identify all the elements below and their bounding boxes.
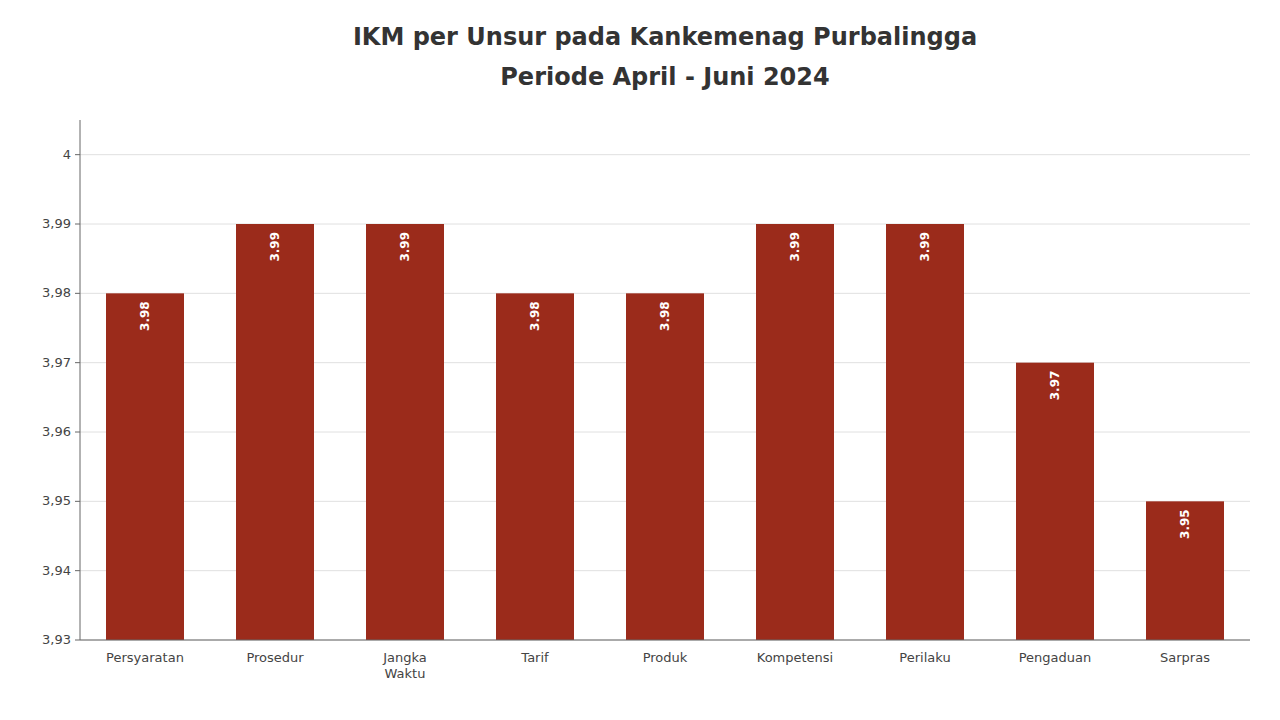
tick-label: 3,94 [42, 563, 71, 578]
category-label: Persyaratan [106, 650, 184, 665]
category-label-line: Tarif [520, 650, 549, 665]
data-labels: 3.98 3.99 3.99 3.98 3.98 3.99 3.99 3.97 3.95 [138, 232, 1192, 539]
tick-label: 4 [63, 147, 71, 162]
tick-label: 3,97 [42, 355, 71, 370]
data-label: 3.99 [398, 232, 412, 262]
grid-line [80, 640, 1250, 641]
category-label: JangkaWaktu [382, 650, 427, 681]
y-ticks: 3,93 3,94 3,95 3,96 3,97 3,98 3,99 4 [42, 147, 80, 647]
bar [496, 293, 574, 640]
category-label-line: Perilaku [899, 650, 950, 665]
tick-mark [75, 154, 80, 155]
grid-line [80, 154, 1250, 155]
category-label: Prosedur [246, 650, 304, 665]
data-label: 3.98 [658, 301, 672, 331]
category-label-line: Sarpras [1160, 650, 1210, 665]
tick-label: 3,99 [42, 216, 71, 231]
tick-mark [75, 362, 80, 363]
category-label: Pengaduan [1019, 650, 1092, 665]
bar [1016, 363, 1094, 640]
data-label: 3.99 [268, 232, 282, 262]
bar [886, 224, 964, 640]
tick-mark [75, 570, 80, 571]
tick-label: 3,95 [42, 493, 71, 508]
category-label-line: Prosedur [246, 650, 304, 665]
tick-label: 3,96 [42, 424, 71, 439]
category-label-line: Produk [643, 650, 688, 665]
tick-mark [75, 293, 80, 294]
tick-label: 3,93 [42, 632, 71, 647]
bar [1146, 501, 1224, 640]
subtitle: Periode April - Juni 2024 [500, 63, 829, 91]
category-label-line: Waktu [385, 666, 426, 681]
tick-label: 3,98 [42, 285, 71, 300]
data-label: 3.99 [918, 232, 932, 262]
tick-mark [75, 640, 80, 641]
bars [106, 224, 1224, 640]
category-label-line: Jangka [382, 650, 427, 665]
tick-mark [75, 501, 80, 502]
bar [626, 293, 704, 640]
category-label: Perilaku [899, 650, 950, 665]
chart-svg: IKM per Unsur pada Kankemenag Purbalingg… [0, 0, 1280, 720]
bar [756, 224, 834, 640]
chart-container: IKM per Unsur pada Kankemenag Purbalingg… [0, 0, 1280, 720]
grid [80, 155, 1250, 640]
x-ticks: Persyaratan Prosedur JangkaWaktu Tarif Produ… [106, 650, 1210, 681]
title: IKM per Unsur pada Kankemenag Purbalingg… [353, 23, 977, 51]
category-label: Produk [643, 650, 688, 665]
category-label: Kompetensi [757, 650, 833, 665]
category-label: Sarpras [1160, 650, 1210, 665]
bar [236, 224, 314, 640]
category-label-line: Pengaduan [1019, 650, 1092, 665]
data-label: 3.97 [1048, 371, 1062, 401]
category-label: Tarif [520, 650, 549, 665]
category-label-line: Kompetensi [757, 650, 833, 665]
bar [366, 224, 444, 640]
x-axis-line [80, 640, 1250, 641]
data-label: 3.98 [528, 301, 542, 331]
bar [106, 293, 184, 640]
tick-mark [75, 432, 80, 433]
data-label: 3.95 [1178, 509, 1192, 539]
y-axis-line [80, 120, 81, 640]
tick-mark [75, 224, 80, 225]
category-label-line: Persyaratan [106, 650, 184, 665]
data-label: 3.98 [138, 301, 152, 331]
data-label: 3.99 [788, 232, 802, 262]
